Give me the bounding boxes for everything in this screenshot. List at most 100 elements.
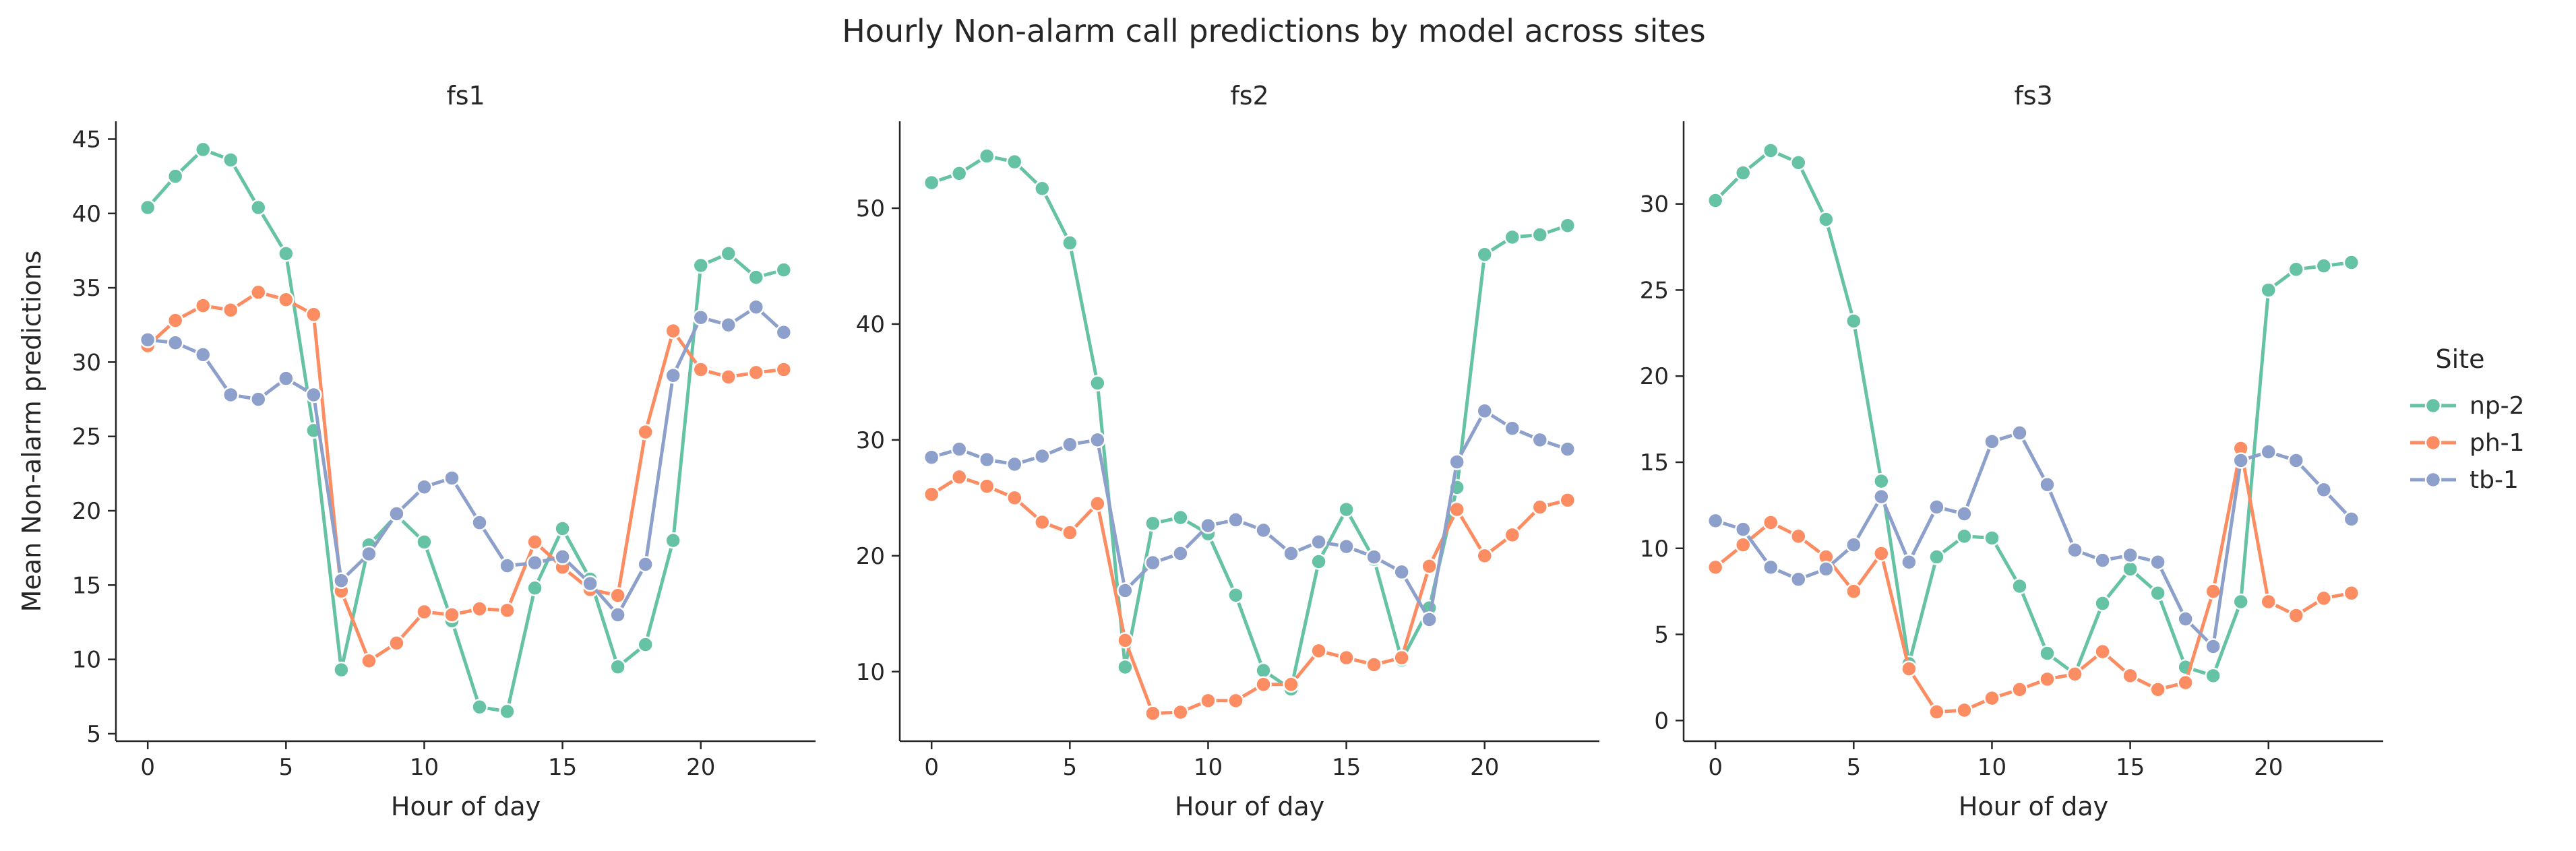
- data-point: [1901, 660, 1918, 677]
- data-point: [2232, 452, 2249, 469]
- data-point: [720, 369, 737, 385]
- panel-fs2: fs2 0 5 10 15 20 10 20 30 40 50 Hour of day: [856, 81, 1599, 821]
- data-point: [1873, 488, 1890, 505]
- y-tick-label: 10: [1640, 536, 1669, 563]
- data-point: [665, 367, 681, 384]
- x-tick-label: 20: [2254, 754, 2283, 781]
- data-point: [2177, 610, 2194, 627]
- data-point: [1707, 192, 1724, 209]
- data-point: [1559, 441, 1576, 458]
- data-point: [978, 451, 995, 468]
- data-point: [1707, 512, 1724, 530]
- data-point: [139, 332, 156, 348]
- legend-label: ph-1: [2470, 429, 2525, 457]
- y-tick-label: 35: [72, 275, 101, 302]
- x-axis-label: Hour of day: [1959, 792, 2108, 821]
- panel-title: fs1: [446, 81, 485, 111]
- y-tick-label: 0: [1654, 707, 1669, 734]
- data-point: [950, 441, 968, 458]
- data-point: [1227, 587, 1244, 604]
- x-tick-label: 5: [278, 754, 293, 781]
- data-point: [1393, 563, 1410, 581]
- data-point: [139, 199, 156, 216]
- legend: Site np-2 ph-1 tb-1: [2410, 344, 2525, 494]
- data-point: [1873, 472, 1890, 490]
- data-point: [1227, 692, 1244, 710]
- data-point: [471, 600, 488, 617]
- data-point: [1476, 246, 1493, 263]
- data-point: [1338, 501, 1355, 518]
- y-tick-label: 20: [856, 543, 885, 570]
- data-point: [361, 652, 377, 670]
- data-point: [2315, 257, 2333, 274]
- data-point: [2260, 593, 2277, 610]
- data-point: [2011, 424, 2028, 441]
- series-np-2: [1707, 142, 2360, 685]
- x-tick-label: 20: [686, 754, 715, 781]
- data-point: [1707, 559, 1724, 576]
- data-point: [222, 152, 239, 168]
- data-point: [1421, 611, 1438, 628]
- x-tick-label: 5: [1062, 754, 1077, 781]
- data-point: [1089, 431, 1106, 449]
- legend-swatch-marker: [2424, 397, 2442, 414]
- y-tick-label: 30: [856, 427, 885, 454]
- data-point: [2288, 607, 2305, 624]
- y-tick-label: 30: [72, 349, 101, 376]
- data-point: [1283, 676, 1299, 693]
- data-point: [1034, 513, 1051, 531]
- data-point: [1034, 180, 1051, 197]
- legend-item-np-2: np-2: [2410, 392, 2525, 420]
- data-point: [1310, 642, 1327, 660]
- data-point: [1504, 228, 1521, 246]
- series-tb-1: [139, 298, 793, 623]
- y-tick-label: 40: [72, 201, 101, 228]
- data-point: [609, 658, 626, 675]
- data-point: [1476, 402, 1493, 420]
- data-point: [1984, 689, 2000, 707]
- y-tick-label: 20: [1640, 363, 1669, 390]
- legend-swatch-marker: [2424, 434, 2442, 451]
- y-tick-label: 10: [856, 659, 885, 686]
- data-point: [222, 386, 239, 404]
- data-point: [1421, 558, 1438, 575]
- y-tick-label: 50: [856, 195, 885, 222]
- data-point: [692, 257, 709, 274]
- data-point: [1255, 662, 1272, 679]
- data-point: [443, 470, 460, 486]
- series-np-2: [923, 148, 1576, 697]
- data-point: [278, 370, 295, 387]
- data-point: [1144, 705, 1161, 722]
- data-point: [250, 199, 267, 216]
- y-tick-label: 40: [856, 311, 885, 338]
- data-point: [1172, 703, 1189, 721]
- data-point: [2315, 590, 2333, 607]
- data-point: [2149, 584, 2166, 602]
- x-tick-label: 0: [924, 754, 939, 781]
- legend-item-ph-1: ph-1: [2410, 429, 2525, 457]
- data-point: [554, 548, 571, 565]
- data-point: [2315, 481, 2333, 499]
- data-point: [166, 312, 184, 329]
- data-point: [1901, 553, 1918, 571]
- data-point: [305, 386, 322, 404]
- data-point: [1310, 533, 1327, 550]
- data-point: [2343, 584, 2360, 602]
- figure-title: Hourly Non-alarm call predictions by mod…: [842, 13, 1706, 49]
- data-point: [1734, 164, 1752, 181]
- data-point: [1144, 515, 1161, 532]
- data-point: [194, 141, 212, 158]
- data-point: [1984, 433, 2000, 450]
- data-point: [305, 306, 322, 323]
- data-point: [526, 534, 543, 550]
- data-point: [443, 606, 460, 623]
- data-point: [692, 361, 709, 378]
- y-tick-label: 15: [72, 572, 101, 599]
- data-point: [1818, 211, 1835, 228]
- data-point: [1255, 522, 1272, 539]
- data-point: [950, 165, 968, 182]
- data-point: [2122, 667, 2139, 685]
- series-ph-1: [923, 468, 1576, 722]
- data-point: [1117, 658, 1134, 676]
